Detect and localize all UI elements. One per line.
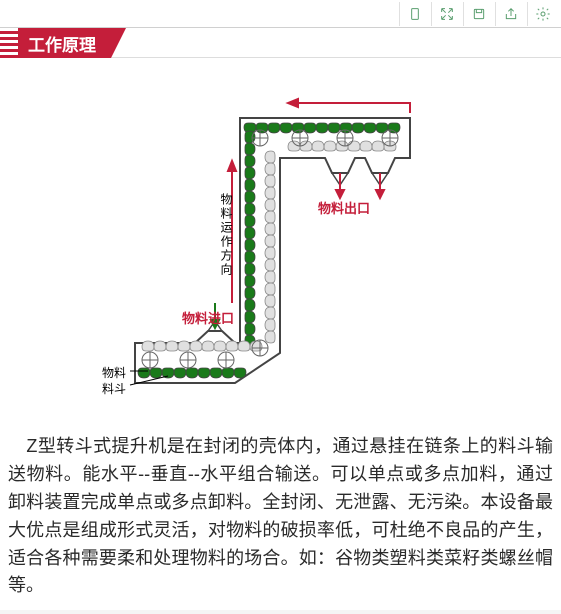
header-stripe bbox=[0, 28, 18, 58]
share-icon[interactable] bbox=[495, 2, 525, 26]
description-text: Z型转斗式提升机是在封闭的壳体内，通过悬挂在链条上的料斗输送物料。能水平--垂直… bbox=[0, 423, 561, 610]
toolbar bbox=[0, 0, 561, 28]
label-material-out: 物料出口 bbox=[318, 198, 370, 217]
buckets-vertical bbox=[245, 131, 275, 347]
header-banner: 工作原理 bbox=[0, 28, 561, 58]
settings-icon[interactable] bbox=[527, 2, 557, 26]
diagram: 物料运作方向 物料出口 物料进口 物料 料斗 bbox=[0, 58, 561, 423]
buckets-top bbox=[244, 123, 400, 151]
label-flow-direction: 物料运作方向 bbox=[218, 193, 235, 277]
expand-icon[interactable] bbox=[431, 2, 461, 26]
label-hopper: 料斗 bbox=[102, 380, 126, 397]
elevator-diagram bbox=[100, 73, 450, 413]
label-material-in: 物料进口 bbox=[182, 308, 234, 327]
page-title: 工作原理 bbox=[0, 28, 126, 58]
save-icon[interactable] bbox=[463, 2, 493, 26]
label-material: 物料 bbox=[102, 364, 126, 381]
content-area: 物料运作方向 物料出口 物料进口 物料 料斗 Z型转斗式提升机是在封闭的壳体内，… bbox=[0, 58, 561, 610]
device-icon[interactable] bbox=[399, 2, 429, 26]
